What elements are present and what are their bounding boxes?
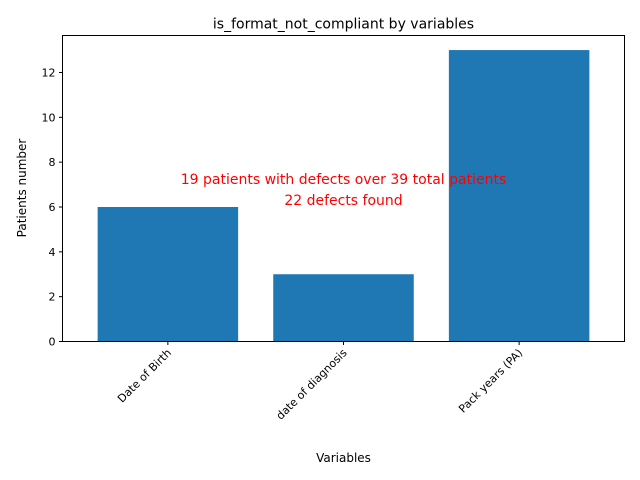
y-tick-label: 2 <box>49 291 56 304</box>
x-axis-label: Variables <box>316 451 371 465</box>
bar-1 <box>97 206 239 342</box>
x-tick-label: Pack years (PA) <box>456 346 525 415</box>
x-axis: Date of Birth date of diagnosis Pack years… <box>115 341 525 422</box>
annotation-line-2: 22 defects found <box>284 193 402 209</box>
annotation-line-1: 19 patients with defects over 39 total p… <box>181 172 506 188</box>
y-axis: 0 2 4 6 8 10 12 <box>42 66 63 349</box>
bars <box>97 50 590 342</box>
x-tick-label: Date of Birth <box>115 346 174 405</box>
x-tick-label: date of diagnosis <box>274 346 350 422</box>
bar-3 <box>448 50 590 342</box>
chart-title: is_format_not_compliant by variables <box>213 17 474 33</box>
bar-2 <box>273 274 414 342</box>
plot-frame <box>62 35 625 342</box>
y-axis-label: Patients number <box>15 139 29 238</box>
y-tick-label: 6 <box>49 201 56 214</box>
y-tick-label: 8 <box>49 156 56 169</box>
y-tick-label: 0 <box>49 336 56 349</box>
y-tick-label: 12 <box>42 66 56 79</box>
y-tick-label: 4 <box>49 246 56 259</box>
y-tick-label: 10 <box>42 111 56 124</box>
